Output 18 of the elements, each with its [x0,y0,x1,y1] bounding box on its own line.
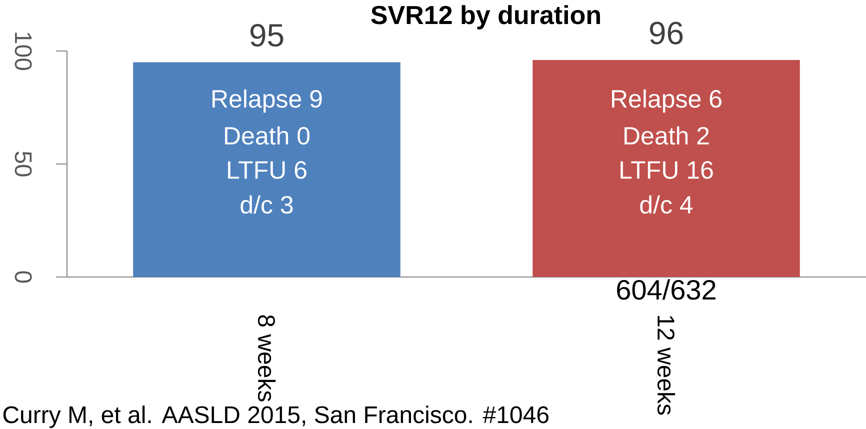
y-tick-label: 100 [14,32,32,70]
annotation: LTFU 6 [228,161,306,179]
annotation: Relapse 6 [612,89,722,113]
chart-title: SVR12 by duration [371,5,600,30]
annotation: d/c 3 [240,195,293,214]
y-tick-label: 0 [14,271,32,283]
data-label: 96 [650,22,683,44]
annotation: Death 2 [624,126,709,145]
data-label: 95 [250,24,284,47]
annotation: Relapse 9 [212,89,322,113]
y-tick-label: 50 [14,152,32,176]
x-tick-label: 12 weeks [657,316,676,415]
text: 604/632 [617,279,716,300]
annotation: d/c 4 [640,195,693,214]
x-tick-label: 8 weeks [258,315,276,402]
text: Curry M, et al. AASLD 2015, San Francisco. #1046 [3,406,548,428]
annotation: Death 0 [225,126,310,145]
annotation: LTFU 16 [620,161,713,179]
